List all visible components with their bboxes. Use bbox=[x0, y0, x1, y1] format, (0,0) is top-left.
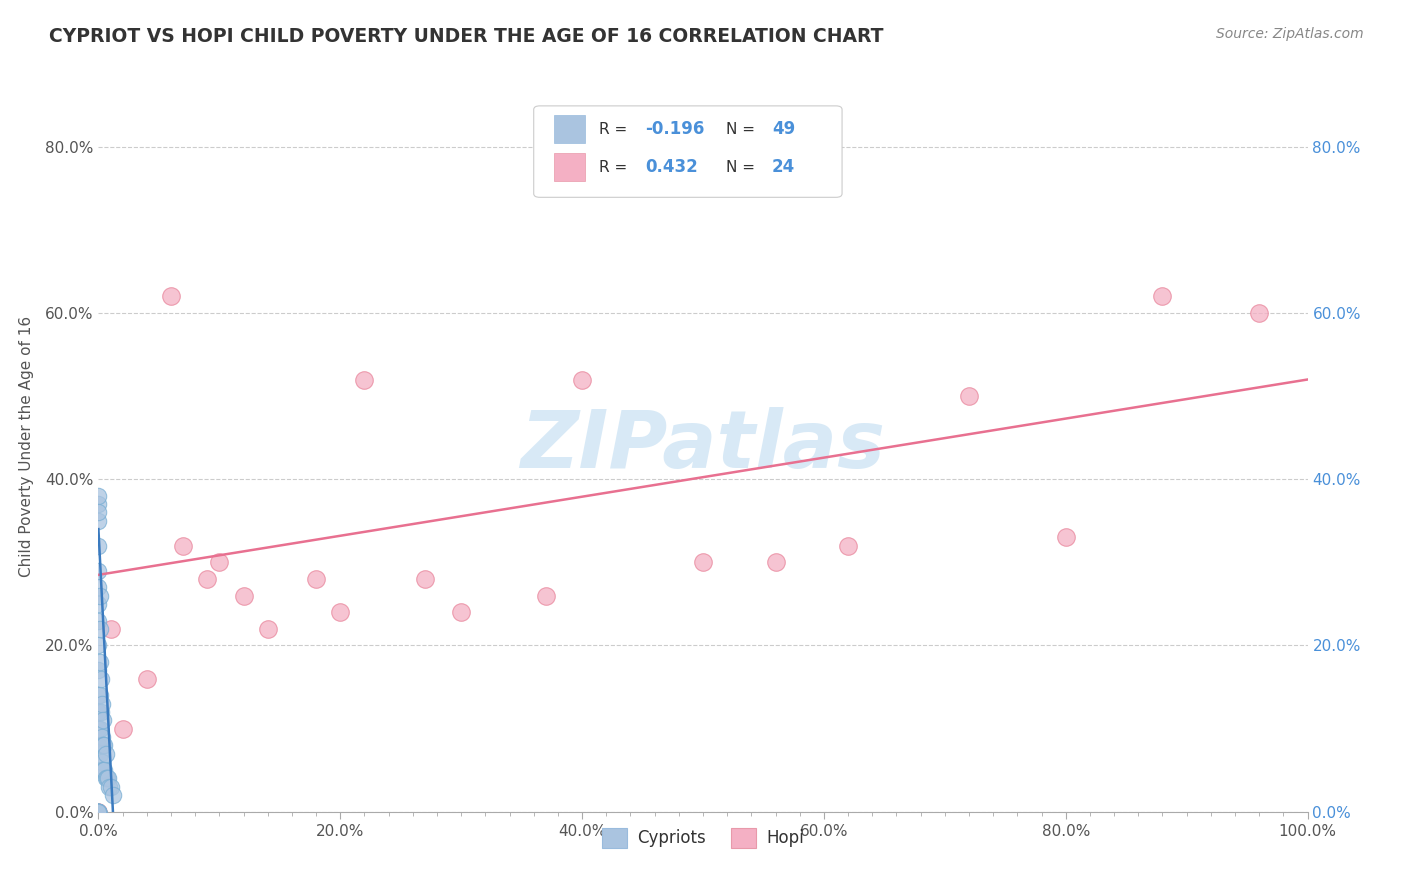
Text: N =: N = bbox=[725, 122, 759, 136]
Point bbox=[87, 539, 110, 553]
Point bbox=[450, 605, 472, 619]
Point bbox=[87, 506, 110, 520]
Point bbox=[87, 597, 110, 611]
Point bbox=[111, 722, 134, 736]
Point bbox=[94, 772, 117, 786]
Point bbox=[87, 805, 110, 819]
Text: 24: 24 bbox=[772, 158, 796, 176]
Point bbox=[90, 705, 112, 719]
Point bbox=[87, 664, 110, 678]
Point bbox=[256, 622, 278, 636]
Text: R =: R = bbox=[599, 122, 633, 136]
Point bbox=[97, 772, 120, 786]
Point bbox=[93, 738, 115, 752]
Text: 0.432: 0.432 bbox=[645, 158, 697, 176]
Text: N =: N = bbox=[725, 160, 759, 175]
Point bbox=[91, 755, 114, 769]
Point bbox=[87, 705, 110, 719]
Text: 49: 49 bbox=[772, 120, 796, 138]
Point bbox=[89, 589, 111, 603]
Point bbox=[87, 805, 110, 819]
Point bbox=[90, 738, 112, 752]
Point bbox=[93, 763, 115, 777]
Point bbox=[837, 539, 859, 553]
Point bbox=[571, 372, 593, 386]
Point bbox=[329, 605, 352, 619]
Text: Source: ZipAtlas.com: Source: ZipAtlas.com bbox=[1216, 27, 1364, 41]
Point bbox=[89, 622, 111, 636]
Point bbox=[692, 555, 714, 569]
Point bbox=[534, 589, 557, 603]
Point bbox=[100, 780, 122, 794]
FancyBboxPatch shape bbox=[554, 115, 585, 144]
Point bbox=[87, 805, 110, 819]
Point bbox=[89, 722, 111, 736]
Point bbox=[91, 730, 114, 744]
Point bbox=[87, 614, 110, 628]
Point bbox=[160, 289, 183, 303]
Point bbox=[91, 714, 114, 728]
Text: R =: R = bbox=[599, 160, 633, 175]
Point bbox=[87, 639, 110, 653]
Point bbox=[87, 805, 110, 819]
Point bbox=[96, 772, 118, 786]
Point bbox=[90, 672, 112, 686]
Point bbox=[89, 747, 111, 761]
Point bbox=[1152, 289, 1174, 303]
Point bbox=[91, 738, 114, 752]
Point bbox=[87, 722, 110, 736]
Point bbox=[87, 689, 110, 703]
Point bbox=[208, 555, 231, 569]
Point bbox=[98, 780, 121, 794]
Point bbox=[353, 372, 375, 386]
Point bbox=[90, 763, 112, 777]
Point bbox=[232, 589, 254, 603]
Point bbox=[1054, 530, 1077, 544]
Point bbox=[91, 697, 114, 711]
Point bbox=[89, 655, 111, 669]
Point bbox=[87, 564, 110, 578]
Y-axis label: Child Poverty Under the Age of 16: Child Poverty Under the Age of 16 bbox=[18, 316, 34, 576]
Point bbox=[87, 514, 110, 528]
Point bbox=[195, 572, 218, 586]
Point bbox=[135, 672, 157, 686]
Point bbox=[87, 489, 110, 503]
Point bbox=[765, 555, 787, 569]
Point bbox=[100, 622, 122, 636]
Point bbox=[413, 572, 436, 586]
Legend: Cypriots, Hopi: Cypriots, Hopi bbox=[596, 821, 810, 855]
Text: -0.196: -0.196 bbox=[645, 120, 704, 138]
Point bbox=[94, 747, 117, 761]
Point bbox=[89, 689, 111, 703]
Point bbox=[1249, 306, 1271, 320]
Point bbox=[87, 805, 110, 819]
Point bbox=[87, 805, 110, 819]
FancyBboxPatch shape bbox=[554, 153, 585, 181]
Point bbox=[87, 805, 110, 819]
FancyBboxPatch shape bbox=[534, 106, 842, 197]
Point bbox=[87, 805, 110, 819]
Point bbox=[172, 539, 194, 553]
Point bbox=[305, 572, 328, 586]
Point bbox=[87, 805, 110, 819]
Point bbox=[87, 580, 110, 594]
Point bbox=[87, 738, 110, 752]
Point bbox=[101, 788, 124, 802]
Point bbox=[87, 805, 110, 819]
Text: CYPRIOT VS HOPI CHILD POVERTY UNDER THE AGE OF 16 CORRELATION CHART: CYPRIOT VS HOPI CHILD POVERTY UNDER THE … bbox=[49, 27, 884, 45]
Point bbox=[87, 497, 110, 511]
Point bbox=[957, 389, 980, 403]
Point bbox=[91, 763, 114, 777]
Text: ZIPatlas: ZIPatlas bbox=[520, 407, 886, 485]
